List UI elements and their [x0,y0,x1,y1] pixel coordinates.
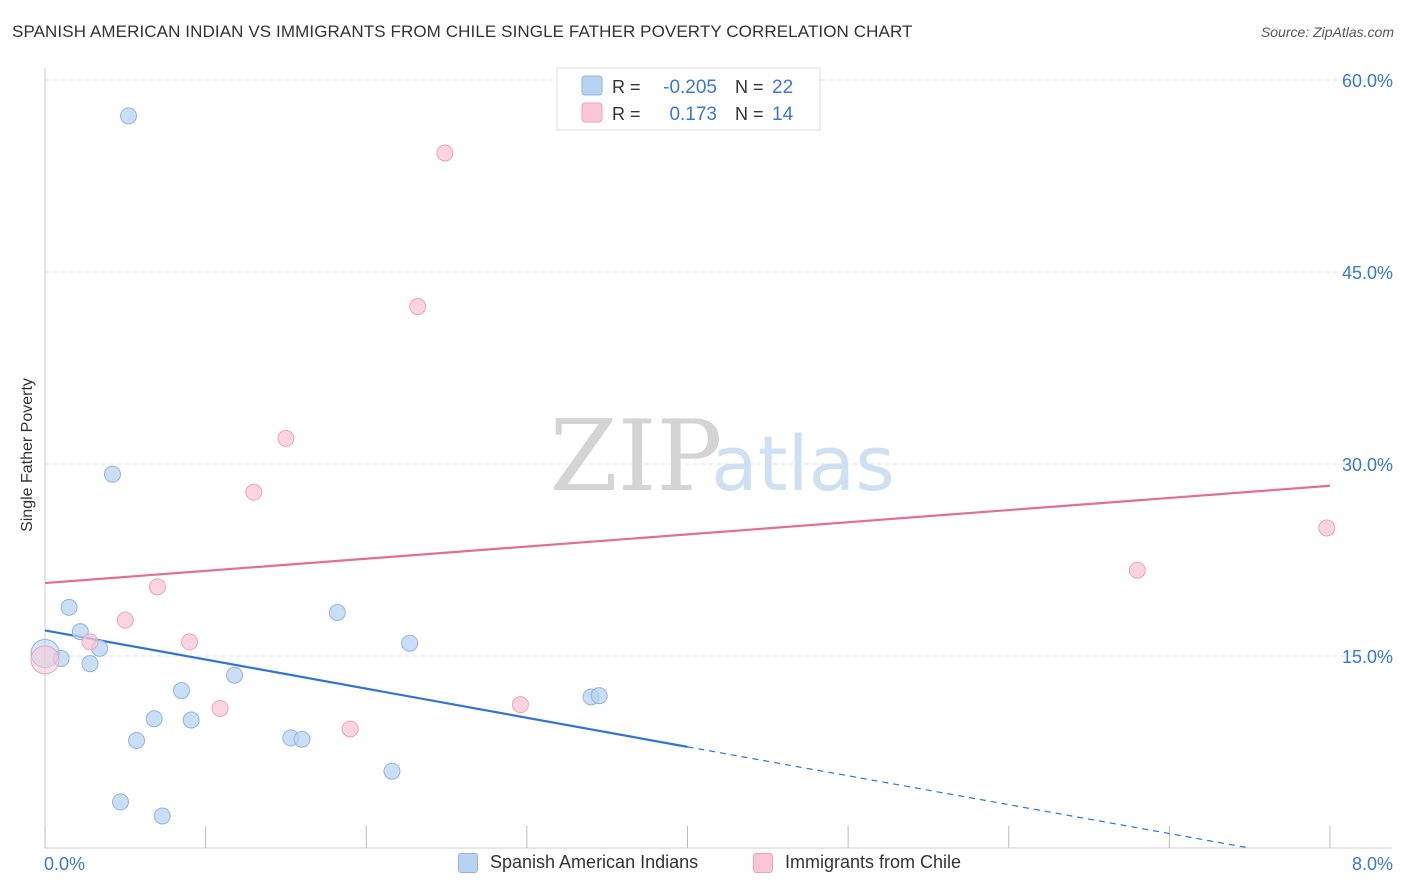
point-spanish-american-indians-10 [226,666,244,684]
y-tick-label-45: 45.0% [1342,263,1393,283]
point-spanish-american-indians-19 [153,807,171,825]
point-immigrants-from-chile-9 [211,699,229,717]
point-immigrants-from-chile-13 [1318,519,1336,537]
point-spanish-american-indians-13 [182,711,200,729]
legend-top-r-label-2: R = [612,104,641,124]
point-spanish-american-indians-1 [103,465,121,483]
point-immigrants-from-chile-2 [277,429,295,447]
point-immigrants-from-chile-1 [409,298,427,316]
chart-title: SPANISH AMERICAN INDIAN VS IMMIGRANTS FR… [12,22,913,41]
legend-top-n-value-2: 14 [772,104,794,125]
point-spanish-american-indians-0 [120,107,138,125]
point-immigrants-from-chile-3 [245,483,263,501]
point-immigrants-from-chile-6 [81,633,99,651]
point-spanish-american-indians-16 [293,730,311,748]
legend-label-immigrants-from-chile: Immigrants from Chile [785,852,962,872]
watermark-atlas: atlas [711,419,895,508]
legend-swatch-pink [753,852,773,873]
y-tick-label-30: 30.0% [1342,455,1393,475]
point-spanish-american-indians-8 [328,603,346,621]
legend-top-swatch-pink [581,102,603,123]
watermark: ZIP atlas [550,400,895,514]
legend-top-n-label-1: N = [735,77,764,97]
axes [44,68,1392,849]
point-immigrants-from-chile-8 [30,645,60,675]
point-immigrants-from-chile-5 [116,611,134,629]
point-immigrants-from-chile-12 [1128,561,1146,579]
legend-swatch-blue [458,852,478,873]
legend-top: R = -0.205 N = 22 R = 0.173 N = 14 [556,67,821,131]
point-immigrants-from-chile-11 [511,696,529,714]
trend-lines [44,484,1331,849]
y-tick-label-60: 60.0% [1342,71,1393,91]
legend-item-spanish-american-indians: Spanish American Indians [458,852,698,873]
trend-line-immigrants-from-chile [44,484,1331,585]
legend-top-n-value-1: 22 [772,77,793,98]
legend-bottom: Spanish American Indians Immigrants from… [0,852,1406,878]
point-spanish-american-indians-18 [111,793,129,811]
point-spanish-american-indians-6 [81,655,99,673]
point-spanish-american-indians-2 [60,598,78,616]
legend-top-n-label-2: N = [735,104,764,124]
point-spanish-american-indians-12 [145,710,163,728]
legend-item-immigrants-from-chile: Immigrants from Chile [753,852,961,873]
y-tick-label-15: 15.0% [1342,647,1393,667]
legend-top-swatch-blue [581,75,603,96]
x-tick-label-start: 0.0% [44,854,85,874]
point-spanish-american-indians-17 [383,762,401,780]
point-spanish-american-indians-11 [173,682,191,700]
legend-top-r-label-1: R = [612,77,641,97]
tick-labels: 15.0% 30.0% 45.0% 60.0% 0.0% 8.0% [44,71,1393,874]
legend-label-spanish-american-indians: Spanish American Indians [490,852,699,872]
point-spanish-american-indians-9 [401,634,419,652]
watermark-zip: ZIP [550,400,723,514]
x-tick-label-end: 8.0% [1352,854,1393,874]
point-immigrants-from-chile-0 [436,144,454,162]
point-spanish-american-indians-21 [590,687,608,705]
gridlines [45,79,1392,657]
point-immigrants-from-chile-7 [181,633,199,651]
data-points [30,107,1336,825]
point-spanish-american-indians-14 [128,731,146,749]
point-immigrants-from-chile-4 [148,578,166,596]
legend-top-r-value-1: -0.205 [663,77,717,98]
legend-top-r-value-2: 0.173 [669,104,717,125]
trend-line-dashed-spanish-american-indians [687,746,1250,849]
point-immigrants-from-chile-10 [341,720,359,738]
trend-line-spanish-american-indians [44,629,688,748]
source-label: Source: ZipAtlas.com [1260,24,1394,40]
